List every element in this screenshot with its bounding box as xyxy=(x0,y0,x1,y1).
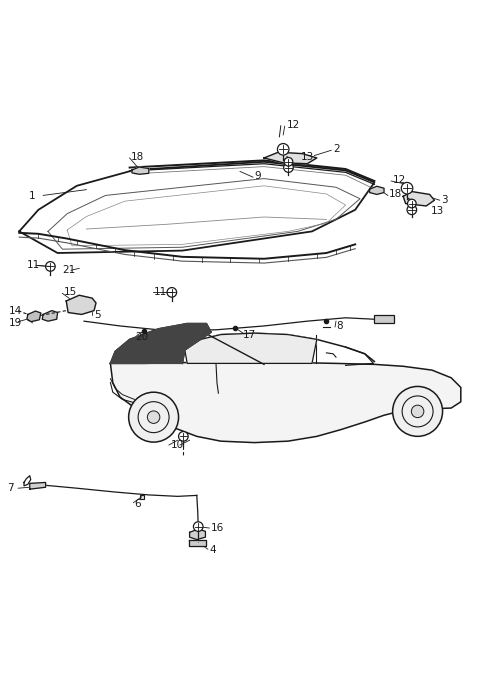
Polygon shape xyxy=(190,529,205,540)
Text: 4: 4 xyxy=(209,544,216,555)
Circle shape xyxy=(393,387,443,436)
Circle shape xyxy=(284,163,293,172)
Polygon shape xyxy=(264,152,317,164)
Text: 9: 9 xyxy=(254,171,261,181)
Polygon shape xyxy=(132,167,149,174)
Text: 12: 12 xyxy=(287,120,300,131)
Circle shape xyxy=(408,199,416,208)
Text: 11: 11 xyxy=(26,260,40,269)
Circle shape xyxy=(277,144,289,155)
Text: 20: 20 xyxy=(135,332,148,342)
Polygon shape xyxy=(42,311,58,321)
Circle shape xyxy=(411,405,424,417)
Circle shape xyxy=(167,288,177,297)
Text: 17: 17 xyxy=(242,329,256,340)
Text: 3: 3 xyxy=(442,195,448,205)
Polygon shape xyxy=(189,540,206,546)
Polygon shape xyxy=(403,191,434,206)
Text: 11: 11 xyxy=(154,288,167,297)
Polygon shape xyxy=(110,324,211,364)
Circle shape xyxy=(147,411,160,424)
Text: 13: 13 xyxy=(431,206,444,216)
Text: 15: 15 xyxy=(63,288,77,297)
Text: 19: 19 xyxy=(9,318,22,327)
Text: 7: 7 xyxy=(7,483,14,493)
Circle shape xyxy=(407,205,417,214)
Polygon shape xyxy=(185,333,317,364)
Text: 2: 2 xyxy=(334,144,340,154)
Circle shape xyxy=(179,431,188,441)
Polygon shape xyxy=(370,186,384,195)
Circle shape xyxy=(193,522,203,531)
Text: 10: 10 xyxy=(170,440,183,450)
Polygon shape xyxy=(30,482,46,489)
Polygon shape xyxy=(110,362,461,443)
Bar xyxy=(374,315,394,322)
Polygon shape xyxy=(27,311,41,322)
Text: 1: 1 xyxy=(29,191,36,201)
Circle shape xyxy=(46,262,55,272)
Text: 18: 18 xyxy=(389,189,402,200)
Circle shape xyxy=(401,182,413,194)
Text: 13: 13 xyxy=(301,152,314,162)
Text: 8: 8 xyxy=(336,321,343,331)
Text: 14: 14 xyxy=(9,306,22,315)
Text: 6: 6 xyxy=(134,498,141,509)
Text: 12: 12 xyxy=(393,175,406,185)
Circle shape xyxy=(129,392,179,442)
Text: 18: 18 xyxy=(131,152,144,162)
Polygon shape xyxy=(66,295,96,314)
Text: 16: 16 xyxy=(211,523,225,533)
Text: 21: 21 xyxy=(62,265,76,275)
Circle shape xyxy=(284,158,293,166)
Text: 5: 5 xyxy=(94,311,101,320)
